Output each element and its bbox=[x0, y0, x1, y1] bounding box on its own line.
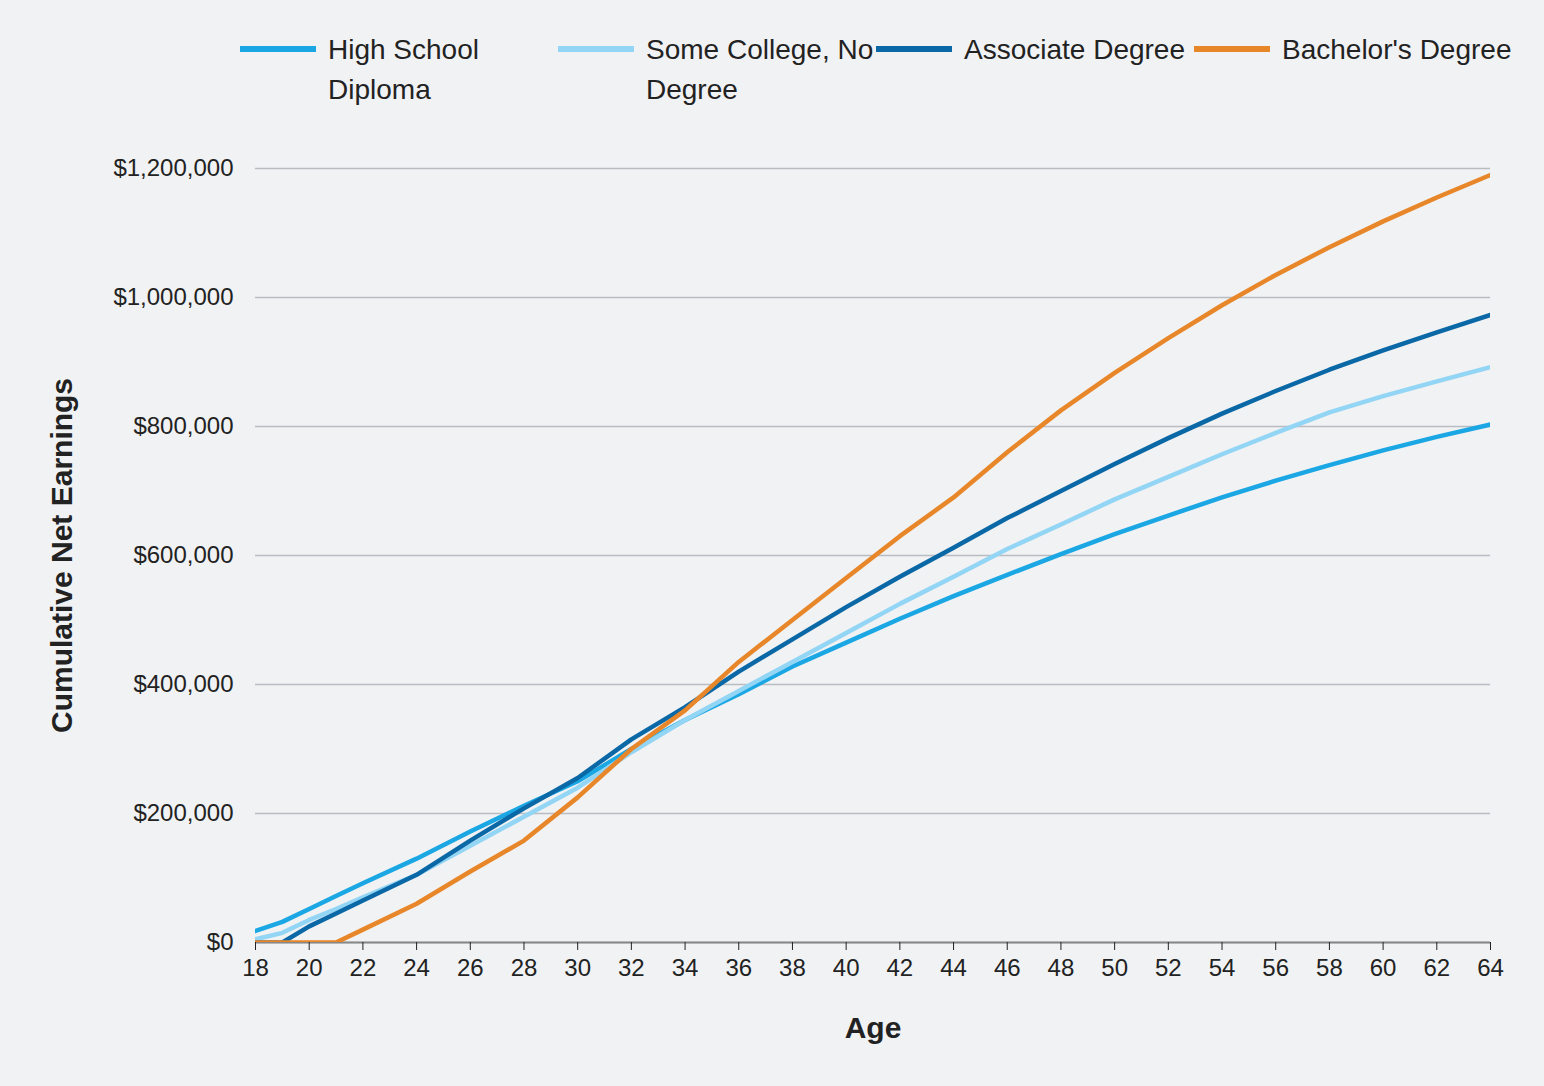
svg-text:44: 44 bbox=[940, 954, 967, 981]
svg-text:36: 36 bbox=[725, 954, 752, 981]
html-text:Associate Degree: Associate Degree bbox=[964, 34, 1185, 65]
svg-text:18: 18 bbox=[242, 954, 269, 981]
svg-text:28: 28 bbox=[511, 954, 538, 981]
svg-text:38: 38 bbox=[779, 954, 806, 981]
svg-text:34: 34 bbox=[672, 954, 699, 981]
svg-text:Age: Age bbox=[845, 1011, 902, 1044]
svg-text:60: 60 bbox=[1370, 954, 1397, 981]
svg-text:Cumulative Net Earnings: Cumulative Net Earnings bbox=[45, 378, 78, 733]
html-text:Bachelor's Degree: Bachelor's Degree bbox=[1282, 34, 1512, 65]
html-text:Some College, No Degree: Some College, No Degree bbox=[646, 34, 874, 105]
svg-text:$400,000: $400,000 bbox=[133, 670, 233, 697]
svg-text:64: 64 bbox=[1477, 954, 1504, 981]
svg-text:40: 40 bbox=[833, 954, 860, 981]
html-text:High School Diploma: High School Diploma bbox=[328, 34, 479, 105]
svg-text:$600,000: $600,000 bbox=[133, 541, 233, 568]
svg-text:$1,200,000: $1,200,000 bbox=[113, 154, 233, 181]
svg-text:22: 22 bbox=[350, 954, 377, 981]
svg-text:42: 42 bbox=[886, 954, 913, 981]
svg-text:$800,000: $800,000 bbox=[133, 412, 233, 439]
svg-text:54: 54 bbox=[1209, 954, 1236, 981]
svg-text:58: 58 bbox=[1316, 954, 1343, 981]
svg-text:56: 56 bbox=[1262, 954, 1289, 981]
svg-text:$0: $0 bbox=[207, 928, 234, 955]
svg-text:52: 52 bbox=[1155, 954, 1182, 981]
svg-text:24: 24 bbox=[403, 954, 430, 981]
svg-text:$1,000,000: $1,000,000 bbox=[113, 283, 233, 310]
svg-text:32: 32 bbox=[618, 954, 645, 981]
svg-text:20: 20 bbox=[296, 954, 323, 981]
svg-text:62: 62 bbox=[1423, 954, 1450, 981]
svg-text:30: 30 bbox=[564, 954, 591, 981]
svg-text:46: 46 bbox=[994, 954, 1021, 981]
svg-text:50: 50 bbox=[1101, 954, 1128, 981]
svg-text:48: 48 bbox=[1048, 954, 1075, 981]
svg-text:26: 26 bbox=[457, 954, 484, 981]
svg-text:$200,000: $200,000 bbox=[133, 799, 233, 826]
